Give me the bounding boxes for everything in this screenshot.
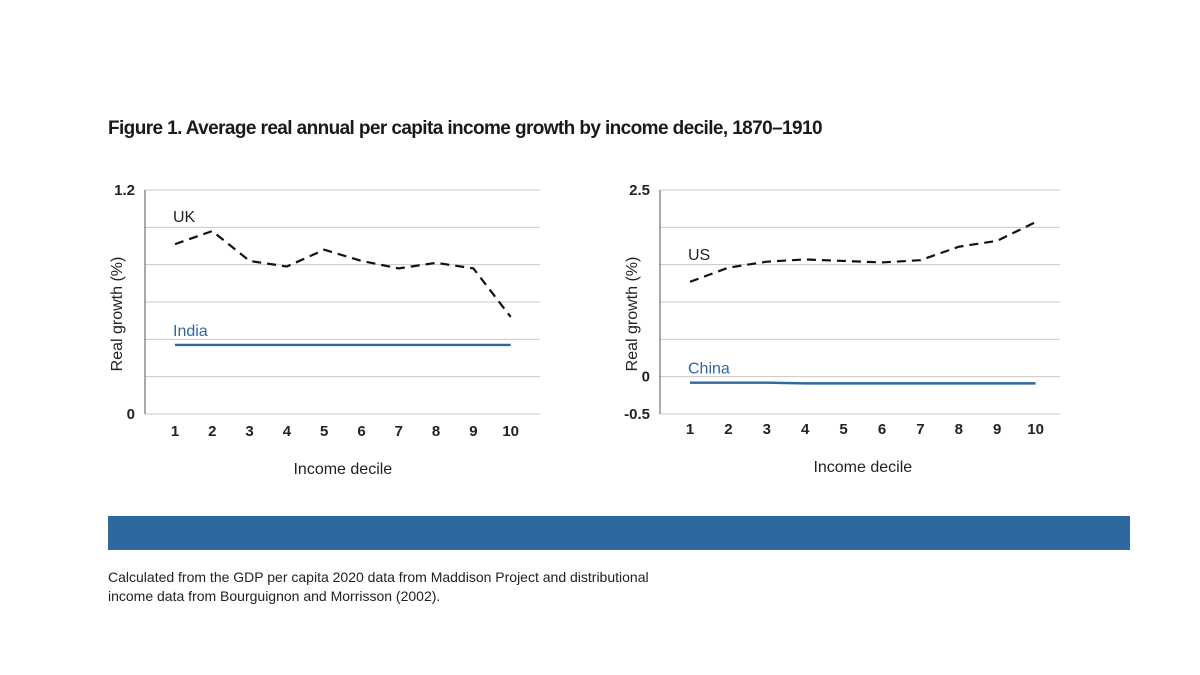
x-tick-labels: 1 2 3 4 5 6 7 8 9 10 [686,421,1044,438]
x-axis-label: Income decile [293,461,392,478]
x-tick-label: 1 [171,423,179,440]
decorative-blue-band [108,516,1130,550]
y-tick-label: -0.5 [624,406,650,423]
y-tick-label: 0 [642,369,650,386]
x-tick-label: 1 [686,421,694,438]
x-tick-label: 9 [993,421,1001,438]
y-tick-labels: 01.2 [114,182,135,423]
figure-title: Figure 1. Average real annual per capita… [108,118,823,139]
y-axis-label: Real growth (%) [624,257,641,372]
series-line-uk [174,229,512,318]
x-tick-label: 2 [208,423,216,440]
x-tick-label: 7 [395,423,403,440]
x-tick-label: 8 [432,423,440,440]
x-tick-label: 3 [763,421,771,438]
x-tick-label: 5 [839,421,847,438]
series-label-uk: UK [173,209,196,226]
us-china-line-chart: 2.5 0 -0.5 1 2 3 4 5 6 7 8 9 10 US China Income deci… [624,182,1060,476]
x-axis-label: Income decile [813,459,912,476]
x-tick-label: 2 [724,421,732,438]
x-tick-label: 6 [357,423,365,440]
x-tick-label: 10 [1027,421,1044,438]
series-label-india: India [173,323,208,340]
x-tick-label: 9 [469,423,477,440]
x-tick-label: 8 [955,421,963,438]
x-tick-label: 4 [801,421,810,438]
y-tick-label: 0 [127,406,135,423]
y-tick-labels: 2.5 0 -0.5 [624,182,650,423]
grid-lines [145,189,540,415]
series-label-us: US [688,247,710,264]
x-tick-label: 3 [245,423,253,440]
x-tick-labels: 1 2 3 4 5 6 7 8 9 10 [171,423,519,440]
x-tick-label: 5 [320,423,328,440]
series-line-china [690,381,1036,385]
y-tick-label: 1.2 [114,182,135,199]
source-note: Calculated from the GDP per capita 2020 … [108,569,649,604]
x-tick-label: 10 [502,423,519,440]
series-line-us [689,221,1037,283]
series-lines: UK India [173,209,512,347]
x-tick-label: 4 [283,423,292,440]
grid-lines [660,189,1060,415]
x-tick-label: 7 [916,421,924,438]
series-lines: US China [688,221,1037,385]
y-axis-label: Real growth (%) [109,257,126,372]
y-tick-label: 2.5 [629,182,650,199]
series-label-china: China [688,361,730,378]
x-tick-label: 6 [878,421,886,438]
